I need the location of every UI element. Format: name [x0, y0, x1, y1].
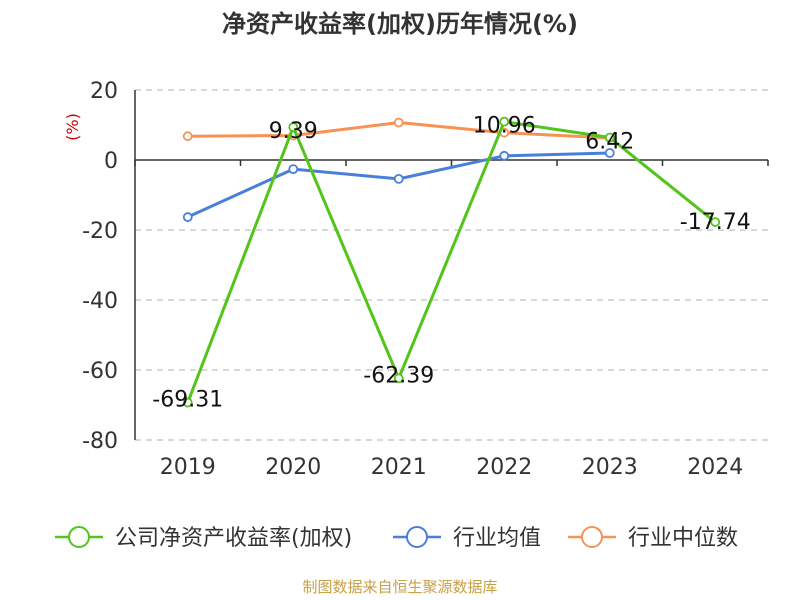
x-tick-label: 2023 [582, 455, 638, 480]
source-note: 制图数据来自恒生聚源数据库 [302, 578, 497, 596]
y-tick-label: -40 [82, 289, 118, 314]
data-point [393, 173, 404, 184]
x-tick-label: 2020 [265, 455, 321, 480]
legend-label: 公司净资产收益率(加权) [115, 526, 352, 551]
x-tick-label: 2022 [476, 455, 532, 480]
legend-label: 行业中位数 [628, 526, 738, 551]
data-point [393, 117, 404, 128]
legend-swatch-marker [406, 526, 428, 548]
legend-item: 行业均值 [393, 526, 541, 551]
data-labels: -69.31 9.39 -62.39 10.96 6.42 -17.74 [152, 114, 750, 413]
y-tick-label: -80 [82, 429, 118, 454]
data-label: 9.39 [269, 119, 318, 144]
chart-title: 净资产收益率(加权)历年情况(%) [222, 10, 578, 38]
y-tick-label: 0 [104, 149, 118, 174]
series-line [187, 151, 610, 219]
data-label: -17.74 [680, 210, 751, 235]
data-label: 10.96 [473, 114, 536, 139]
data-point [604, 148, 615, 158]
legend-swatch-marker [68, 526, 90, 548]
y-axis-unit: (%) [63, 113, 82, 141]
data-point [710, 217, 721, 227]
data-point [288, 122, 299, 133]
grid-lines [135, 89, 768, 441]
data-point [499, 116, 510, 127]
y-tick-label: -20 [82, 219, 118, 244]
x-tick-label: 2024 [687, 455, 743, 480]
data-label: 6.42 [585, 130, 634, 155]
data-point [182, 397, 193, 408]
x-tick-label: 2019 [160, 455, 216, 480]
x-tick-label: 2021 [371, 455, 427, 480]
y-tick-label: -60 [82, 359, 118, 384]
data-label: -69.31 [152, 388, 223, 413]
data-point [182, 212, 193, 222]
axes: 20 0 -20 -40 -60 -80 2019 2020 2021 2022 2023 2024 [82, 79, 769, 480]
data-point [288, 164, 299, 175]
legend-label: 行业均值 [453, 526, 541, 551]
legend-item: 公司净资产收益率(加权) [55, 526, 352, 551]
legend-item: 行业中位数 [568, 526, 738, 551]
data-point [393, 373, 404, 384]
legend: 公司净资产收益率(加权) 行业均值 行业中位数 [55, 526, 738, 551]
legend-swatch-marker [581, 526, 603, 548]
data-point [604, 132, 615, 143]
y-tick-label: 20 [90, 79, 118, 104]
data-point [499, 150, 510, 161]
series-layer [182, 116, 721, 408]
data-label: -62.39 [363, 363, 434, 388]
data-point [182, 131, 193, 142]
series-line [186, 120, 717, 404]
